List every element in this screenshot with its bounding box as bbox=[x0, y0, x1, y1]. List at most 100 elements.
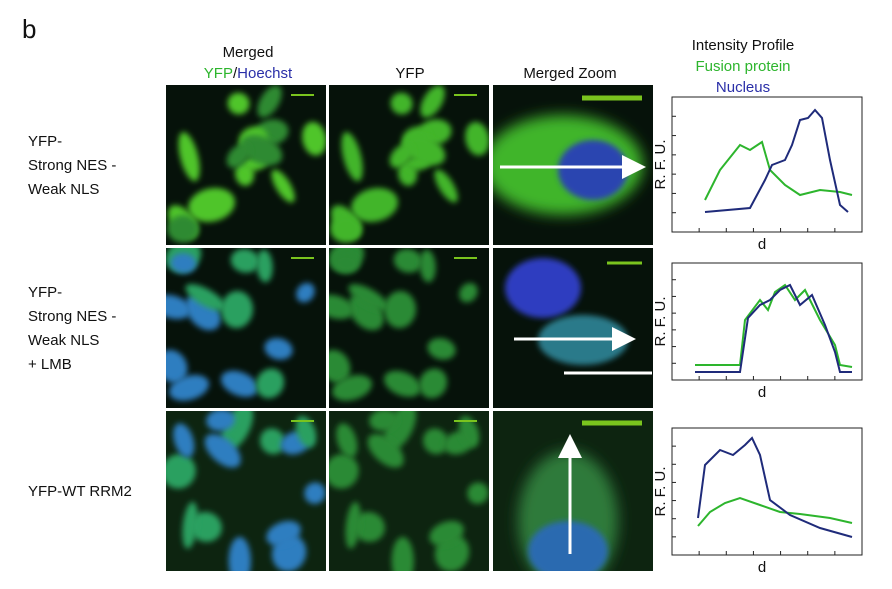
legend-nucleus: Nucleus bbox=[716, 79, 770, 96]
micrograph bbox=[493, 248, 653, 408]
cell bbox=[167, 215, 199, 243]
cell bbox=[389, 143, 414, 169]
cell bbox=[420, 85, 445, 118]
cell bbox=[329, 349, 351, 384]
x-axis-label: d bbox=[758, 236, 766, 253]
cell bbox=[226, 143, 251, 169]
row-label: Strong NES - bbox=[28, 308, 116, 325]
fusion-curve bbox=[704, 140, 853, 201]
cell bbox=[351, 187, 398, 223]
cell bbox=[255, 368, 285, 399]
cell bbox=[302, 121, 326, 156]
cell bbox=[169, 374, 210, 401]
micrograph bbox=[166, 248, 326, 408]
cell bbox=[391, 536, 414, 571]
micrograph bbox=[166, 411, 326, 571]
nucleus-curve bbox=[695, 283, 852, 373]
panel-label: b bbox=[22, 14, 36, 44]
cell bbox=[369, 411, 398, 432]
micrograph bbox=[166, 85, 326, 245]
cell bbox=[383, 290, 417, 329]
column-title: YFP bbox=[395, 65, 424, 82]
column-title: Merged Zoom bbox=[523, 65, 616, 82]
row-label: Weak NLS bbox=[28, 332, 99, 349]
cell bbox=[329, 294, 354, 320]
cell bbox=[427, 338, 456, 360]
cell bbox=[458, 415, 480, 448]
cell bbox=[166, 349, 188, 384]
profiles: R. F. U. d R. F. U. d R. F. U. d bbox=[652, 96, 863, 576]
cell bbox=[206, 411, 235, 432]
cells bbox=[329, 248, 478, 401]
x-axis-label: d bbox=[758, 559, 766, 576]
slash: / bbox=[233, 65, 238, 82]
cell bbox=[348, 284, 389, 311]
cell bbox=[227, 92, 250, 115]
cells bbox=[329, 411, 489, 571]
cell bbox=[403, 134, 446, 166]
column-subtitle: YFP/Hoechst bbox=[204, 65, 293, 82]
nucleus bbox=[505, 258, 581, 318]
cell bbox=[257, 85, 282, 118]
cell bbox=[220, 290, 254, 329]
cell bbox=[170, 253, 197, 274]
cell bbox=[336, 423, 358, 458]
fusion-curve bbox=[697, 496, 853, 527]
cells bbox=[167, 85, 326, 243]
row-label: Strong NES - bbox=[28, 157, 116, 174]
cell bbox=[173, 423, 195, 458]
cell bbox=[422, 428, 449, 455]
micrograph bbox=[329, 248, 489, 408]
y-axis-label: R. F. U. bbox=[652, 139, 669, 189]
cell bbox=[333, 253, 360, 274]
cell bbox=[418, 368, 448, 399]
y-axis-label: R. F. U. bbox=[652, 296, 669, 346]
cell bbox=[332, 374, 373, 401]
micrograph bbox=[493, 411, 653, 571]
plot-frame bbox=[671, 96, 863, 233]
cell bbox=[189, 511, 222, 542]
nucleus bbox=[558, 140, 628, 200]
cell bbox=[295, 415, 317, 448]
cell bbox=[185, 284, 226, 311]
cell bbox=[434, 169, 458, 203]
cells bbox=[166, 248, 315, 401]
column-title: Intensity Profile bbox=[692, 37, 795, 54]
micrograph bbox=[329, 85, 489, 245]
cell bbox=[266, 520, 301, 546]
nucleus-curve bbox=[704, 108, 849, 213]
cell bbox=[182, 501, 198, 549]
cell bbox=[271, 169, 295, 203]
cells bbox=[493, 115, 643, 215]
cell bbox=[367, 433, 404, 468]
nucleus bbox=[528, 521, 608, 571]
cell bbox=[304, 482, 326, 504]
column-title: Merged bbox=[223, 44, 274, 61]
cell bbox=[352, 511, 385, 542]
cell bbox=[230, 248, 260, 273]
cell bbox=[383, 370, 421, 397]
cell bbox=[166, 454, 196, 489]
cell bbox=[419, 249, 436, 283]
cell bbox=[166, 294, 191, 320]
cell bbox=[383, 411, 417, 451]
hoechst-label: Hoechst bbox=[237, 65, 293, 82]
cell bbox=[256, 249, 273, 283]
plot-frame bbox=[671, 262, 863, 381]
cells bbox=[518, 451, 618, 571]
x-axis-label: d bbox=[758, 384, 766, 401]
cell bbox=[393, 248, 423, 273]
cell bbox=[240, 134, 283, 166]
micrographs bbox=[166, 85, 653, 571]
cell bbox=[178, 132, 200, 182]
cell bbox=[330, 215, 362, 243]
cell bbox=[220, 370, 258, 397]
cell bbox=[296, 282, 315, 303]
cells bbox=[166, 411, 326, 571]
row-labels: YFP- Strong NES - Weak NLS YFP- Strong NES -… bbox=[28, 133, 132, 500]
micrograph bbox=[329, 411, 489, 571]
plot-frame bbox=[671, 427, 863, 556]
row-label: Weak NLS bbox=[28, 181, 99, 198]
cell bbox=[228, 536, 251, 571]
